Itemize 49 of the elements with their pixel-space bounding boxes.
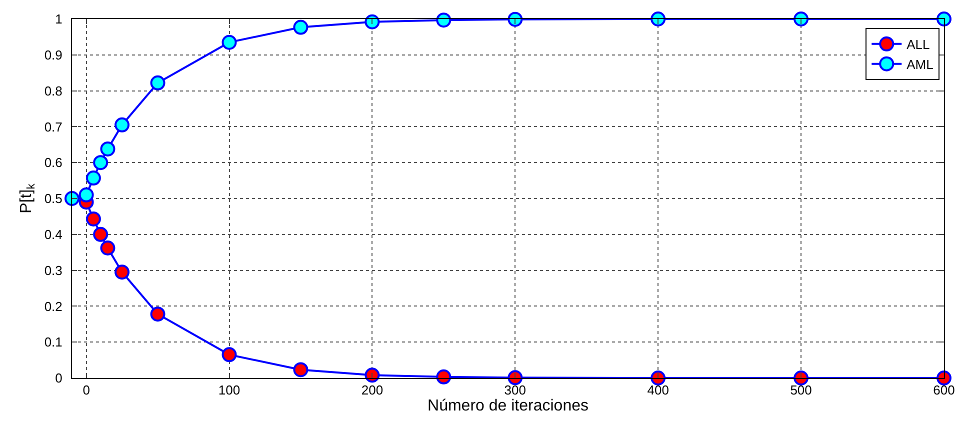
point [150,306,166,322]
x-tick-label: 500 [790,382,812,398]
x-tick-label: 200 [361,382,384,398]
point [100,240,116,256]
point [100,141,116,156]
point [508,12,523,27]
point [222,34,237,50]
y-tick-label: 0.1 [44,334,62,350]
point [508,370,523,386]
point [650,370,666,386]
point [78,187,94,202]
legend-label: AML [906,56,934,72]
y-tick-label: 0.8 [44,83,62,98]
point [64,191,80,206]
x-tick-label: 300 [504,382,526,398]
x-tick-label: 400 [647,382,669,398]
point [222,347,237,362]
point [364,368,380,383]
point [794,12,809,26]
point [86,170,101,186]
y-tick-label: 0 [55,370,62,386]
x-tick-label: 600 [933,382,955,398]
point [114,117,130,132]
point [364,14,380,30]
y-tick-label: 0.2 [44,298,62,314]
legend-label: ALL [906,36,930,52]
x-tick-label: 0 [82,382,90,398]
y-tick-label: 0.4 [44,226,62,242]
y-tick-label: 0.9 [44,47,62,62]
y-tick-label: 0.6 [44,155,62,170]
x-axis-title: Número de iteraciones [428,398,588,415]
y-tick-label: 0.5 [44,191,62,206]
point [114,264,130,280]
point [794,370,809,386]
point [650,12,666,26]
point [150,75,166,90]
x-tick-label: 100 [218,382,240,398]
y-tick-label: 0.7 [44,119,62,134]
y-tick-label: 1 [55,12,62,27]
point [436,12,452,28]
point [936,12,952,26]
point [436,369,452,384]
point [293,20,308,35]
point [93,155,108,170]
point [86,211,101,226]
point [293,362,308,378]
point [936,370,952,386]
y-tick-label: 0.3 [44,262,62,278]
point [93,226,108,242]
